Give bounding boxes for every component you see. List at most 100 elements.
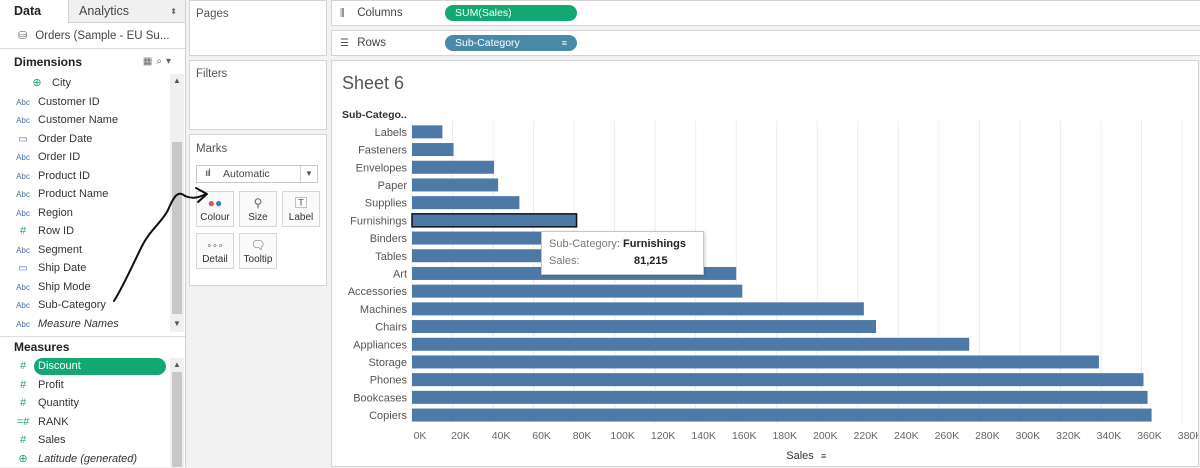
measure-item[interactable]: # Profit	[0, 376, 168, 394]
sum-sales-pill[interactable]: SUM(Sales)	[445, 5, 577, 21]
detail-button[interactable]: ∘∘∘ Detail	[196, 233, 234, 269]
label-button[interactable]: 🅃 Label	[282, 191, 320, 227]
dimension-item[interactable]: Abc Region	[0, 204, 168, 222]
dimension-item[interactable]: # Row ID	[0, 222, 168, 240]
tab-analytics[interactable]: Analytics ⬍	[68, 0, 185, 23]
globe-icon: ⊕	[32, 77, 42, 89]
dimension-label: Order ID	[38, 151, 81, 163]
bar[interactable]	[412, 320, 877, 334]
tooltip-value: Furnishings	[623, 238, 686, 250]
bar[interactable]	[412, 302, 864, 316]
bar[interactable]	[412, 355, 1099, 369]
number-icon: #	[19, 360, 27, 372]
measures-scrollbar[interactable]: ▲	[170, 358, 184, 467]
calendar-icon: ▭	[18, 263, 28, 274]
x-tick-label: 280K	[975, 430, 1000, 442]
scroll-up-icon[interactable]: ▲	[173, 360, 181, 369]
bar[interactable]	[412, 125, 443, 139]
bar[interactable]	[412, 337, 970, 351]
bar[interactable]	[412, 178, 499, 192]
bar[interactable]	[412, 284, 743, 298]
string-icon: Abc	[16, 97, 30, 107]
detail-label: Detail	[202, 254, 228, 265]
x-tick-label: 160K	[732, 430, 757, 442]
tooltip-value: 81,215	[634, 255, 668, 267]
measure-item[interactable]: # Discount	[0, 357, 168, 375]
dimension-item[interactable]: Abc Product ID	[0, 167, 168, 185]
size-icon: ⚲	[253, 196, 263, 210]
number-icon: #	[19, 397, 27, 409]
dimension-item[interactable]: Abc Measure Names	[0, 315, 168, 333]
mark-type-select[interactable]: ııl Automatic ▼	[196, 165, 318, 183]
x-tick-label: 200K	[813, 430, 838, 442]
dimension-item[interactable]: Abc Segment	[0, 241, 168, 259]
measure-item[interactable]: # Quantity	[0, 394, 168, 412]
filters-card[interactable]: Filters	[189, 60, 327, 130]
scroll-thumb[interactable]	[172, 142, 182, 314]
marks-title: Marks	[196, 143, 228, 155]
columns-shelf[interactable]: ⫼ Columns SUM(Sales)	[331, 0, 1200, 26]
string-icon: Abc	[16, 245, 30, 255]
x-axis-label: Sales	[786, 450, 814, 462]
string-icon: Abc	[16, 319, 30, 329]
tab-data[interactable]: Data	[0, 0, 68, 23]
measure-label: Quantity	[38, 397, 79, 409]
discount-selected-pill[interactable]	[34, 358, 166, 375]
measure-item[interactable]: ⊕ Latitude (generated)	[0, 450, 168, 468]
datasource-item[interactable]: ⛁ Orders (Sample - EU Su...	[0, 24, 185, 49]
tooltip-row-subcategory: Sub-Category: Furnishings	[549, 238, 686, 250]
size-button[interactable]: ⚲ Size	[239, 191, 277, 227]
sort-ascending-icon[interactable]: ≡	[561, 38, 567, 48]
bar[interactable]	[412, 408, 1152, 422]
category-label: Storage	[368, 357, 407, 369]
dimension-item[interactable]: Abc Ship Mode	[0, 278, 168, 296]
dimension-item[interactable]: Abc Customer ID	[0, 93, 168, 111]
rows-icon: ☰	[340, 38, 349, 49]
dimension-item[interactable]: ⊕ City	[0, 74, 168, 92]
x-tick-label: 60K	[532, 430, 551, 442]
measure-label: Sales	[38, 434, 66, 446]
category-label: Bookcases	[353, 392, 407, 404]
pages-card[interactable]: Pages	[189, 0, 327, 56]
category-label: Machines	[360, 304, 408, 316]
dimension-item[interactable]: Abc Order ID	[0, 148, 168, 166]
bar[interactable]	[411, 213, 578, 228]
measures-title: Measures	[14, 340, 70, 354]
scroll-down-icon[interactable]: ▼	[173, 319, 181, 328]
chevron-down-icon[interactable]: ▼	[300, 166, 317, 182]
scroll-thumb[interactable]	[172, 372, 182, 467]
measure-item[interactable]: =# RANK	[0, 413, 168, 431]
bar[interactable]	[412, 143, 454, 157]
measure-item[interactable]: # Sales	[0, 431, 168, 449]
label-label: Label	[288, 212, 314, 223]
dimension-label: City	[52, 77, 71, 89]
bar[interactable]	[412, 196, 520, 210]
calculated-number-icon: =#	[16, 415, 30, 428]
x-tick-label: 120K	[651, 430, 676, 442]
category-label: Fasteners	[358, 145, 407, 157]
rows-shelf[interactable]: ☰ Rows Sub-Category ≡	[331, 30, 1200, 56]
dimensions-tools[interactable]: ▦⌕▾	[143, 52, 175, 72]
search-icon[interactable]: ⌕	[156, 56, 166, 67]
tooltip-button[interactable]: 🗨 Tooltip	[239, 233, 277, 269]
scroll-up-icon[interactable]: ▲	[173, 76, 181, 85]
x-tick-label: 380K	[1178, 430, 1198, 442]
dimension-item[interactable]: Abc Sub-Category	[0, 296, 168, 314]
measure-label: Profit	[38, 378, 64, 391]
colour-button[interactable]: ●● Colour	[196, 191, 234, 227]
dimensions-scrollbar[interactable]: ▲ ▼	[170, 74, 184, 332]
bar[interactable]	[412, 373, 1144, 387]
dimension-label: Region	[38, 206, 73, 219]
dimension-item[interactable]: ▭ Order Date	[0, 130, 168, 148]
bar[interactable]	[412, 160, 495, 174]
sub-category-pill[interactable]: Sub-Category ≡	[445, 35, 577, 51]
sheet-title[interactable]: Sheet 6	[342, 73, 405, 93]
dimension-item[interactable]: Abc Product Name	[0, 185, 168, 203]
dropdown-icon[interactable]: ▾	[165, 56, 175, 67]
dimension-item[interactable]: Abc Customer Name	[0, 111, 168, 129]
view-grid-icon[interactable]: ▦	[142, 56, 157, 67]
dimension-item[interactable]: ▭ Ship Date	[0, 259, 168, 277]
x-tick-label: 240K	[894, 430, 919, 442]
sort-ascending-icon[interactable]: ≡	[821, 451, 826, 461]
bar[interactable]	[412, 390, 1148, 404]
